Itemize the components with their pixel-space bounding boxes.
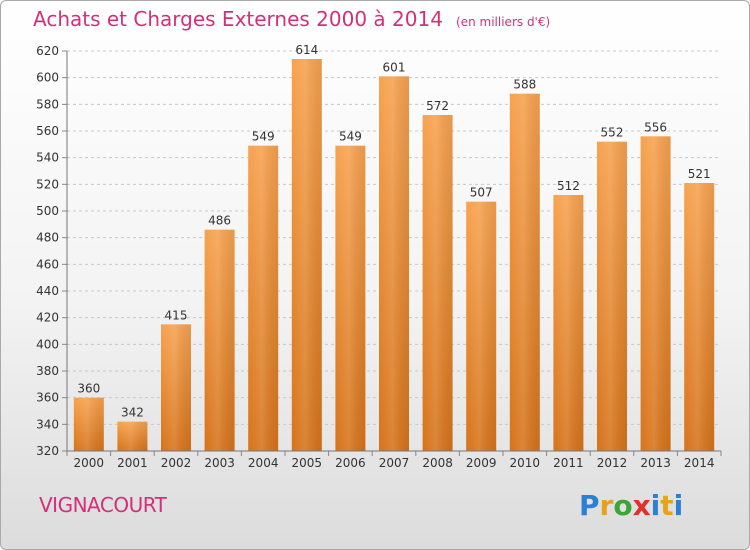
- x-tick-label: 2001: [117, 456, 148, 470]
- y-tick-label: 380: [36, 364, 59, 378]
- data-label: 360: [77, 382, 100, 396]
- y-tick-label: 600: [36, 71, 59, 85]
- logo-letter: t: [660, 489, 674, 522]
- data-label: 549: [339, 130, 362, 144]
- logo-letter: i: [650, 489, 661, 522]
- x-tick-label: 2012: [597, 456, 628, 470]
- y-tick-label: 560: [36, 124, 59, 138]
- data-labels: 360 342 415 486 549 614 549 601 572 507 588 512 552 5…: [77, 43, 710, 420]
- y-tick-label: 400: [36, 337, 59, 351]
- bar-shine: [161, 324, 191, 451]
- y-axis-ticks: 320 340 360 380 400 420 440 460 480 500 520 540 560 5…: [36, 44, 67, 458]
- bar-shine: [335, 145, 366, 451]
- y-tick-label: 500: [36, 204, 59, 218]
- bar-shine: [597, 141, 627, 451]
- bars: [73, 59, 715, 452]
- x-tick-label: 2011: [553, 456, 584, 470]
- y-tick-label: 580: [36, 97, 59, 111]
- logo-letter: o: [613, 489, 633, 522]
- chart-unit: (en milliers d'€): [456, 15, 551, 29]
- bar-shine: [553, 195, 584, 451]
- y-tick-label: 440: [36, 284, 59, 298]
- data-label: 521: [688, 167, 711, 181]
- proxiti-logo: Proxiti: [579, 489, 683, 522]
- data-label: 342: [121, 406, 144, 420]
- bar-shine: [509, 93, 540, 452]
- data-label: 572: [426, 99, 449, 113]
- bar-shine: [466, 201, 497, 451]
- x-tick-label: 2002: [161, 456, 192, 470]
- x-tick-label: 2003: [204, 456, 235, 470]
- x-tick-label: 2010: [510, 456, 541, 470]
- y-tick-label: 420: [36, 311, 59, 325]
- logo-letter: r: [599, 489, 614, 522]
- x-tick-label: 2000: [74, 456, 105, 470]
- x-tick-label: 2014: [684, 456, 715, 470]
- y-tick-label: 540: [36, 151, 59, 165]
- bar-shine: [117, 421, 148, 451]
- y-tick-label: 480: [36, 231, 59, 245]
- data-label: 614: [295, 43, 318, 57]
- x-tick-label: 2005: [292, 456, 323, 470]
- y-tick-label: 460: [36, 257, 59, 271]
- commune-name: VIGNACOURT: [39, 493, 167, 517]
- y-tick-label: 360: [36, 391, 59, 405]
- logo-letter: P: [579, 489, 600, 522]
- bar-shine: [248, 145, 279, 451]
- bar-shine: [684, 183, 715, 451]
- chart-title: Achats et Charges Externes 2000 à 2014: [33, 7, 443, 31]
- logo-letter: i: [673, 489, 684, 522]
- chart-title-block: Achats et Charges Externes 2000 à 2014 (…: [33, 7, 550, 31]
- logo-letter: x: [632, 489, 651, 522]
- x-tick-label: 2007: [379, 456, 410, 470]
- bar-shine: [291, 59, 322, 451]
- x-tick-label: 2008: [422, 456, 453, 470]
- x-tick-label: 2013: [640, 456, 671, 470]
- bar-shine: [422, 115, 453, 451]
- y-tick-label: 340: [36, 417, 59, 431]
- data-label: 601: [383, 60, 406, 74]
- y-tick-label: 520: [36, 177, 59, 191]
- data-label: 486: [208, 214, 231, 228]
- y-tick-label: 320: [36, 444, 59, 458]
- bar-shine: [73, 397, 104, 451]
- data-label: 552: [601, 126, 624, 140]
- bar-shine: [379, 76, 409, 451]
- data-label: 507: [470, 186, 493, 200]
- y-tick-label: 620: [36, 44, 59, 58]
- bar-shine: [204, 229, 235, 451]
- data-label: 549: [252, 130, 275, 144]
- x-tick-label: 2009: [466, 456, 497, 470]
- data-label: 556: [644, 120, 667, 134]
- data-label: 588: [513, 78, 536, 92]
- axes: [66, 51, 721, 452]
- x-axis-ticks: 2000 2001 2002 2003 2004 2005 2006 2007 2008 2009…: [66, 451, 722, 470]
- x-tick-label: 2006: [335, 456, 366, 470]
- bar-shine: [640, 136, 671, 452]
- data-label: 415: [165, 308, 188, 322]
- x-tick-label: 2004: [248, 456, 279, 470]
- data-label: 512: [557, 179, 580, 193]
